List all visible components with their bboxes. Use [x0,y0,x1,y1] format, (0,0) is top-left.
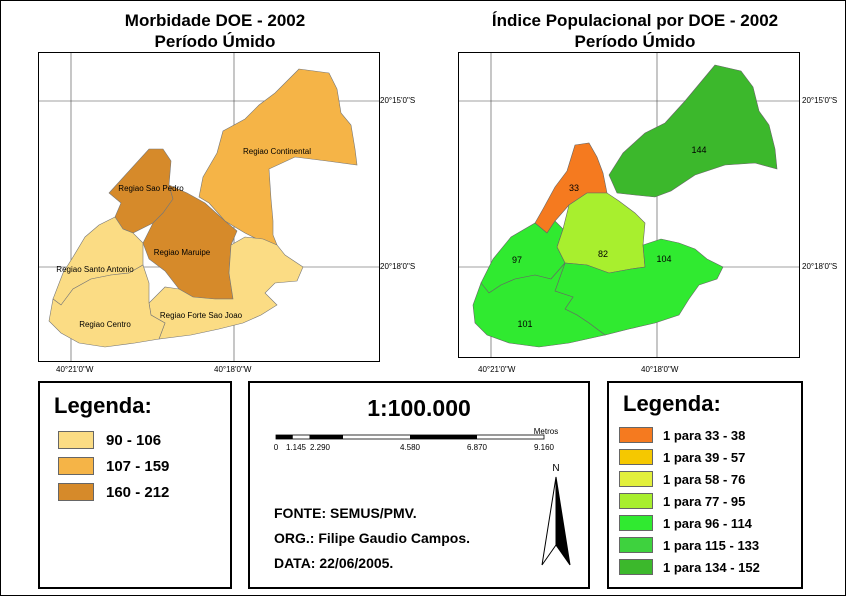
label-sao-pedro: Regiao Sao Pedro [118,184,184,193]
left-legend: Legenda: 90 - 106 107 - 159 160 - 212 [38,381,232,589]
north-label: N [552,463,559,474]
zone-forte-sao-joao [554,238,724,336]
left-lon-right: 40°18'0"W [214,365,252,374]
zone-continental [608,64,778,198]
left-map-title: Morbidade DOE - 2002 Período Úmido [30,10,400,52]
region-centro [48,264,166,348]
right-legend-label: 1 para 115 - 133 [663,537,760,553]
scalebar-tick: 2.290 [310,443,331,452]
label-continental: Regiao Continental [243,147,311,156]
left-map-title-line2: Período Úmido [154,32,276,51]
date-text: DATA: 22/06/2005. [274,555,394,571]
right-legend-swatch [619,559,653,575]
scale-bar: Metros 0 1.145 2.290 4.580 6.870 9.160 [274,427,558,452]
right-legend-item: 1 para 77 - 95 [619,493,745,509]
region-continental [198,68,358,246]
scalebar-tick: 0 [274,443,279,452]
zone-sao-pedro [534,142,608,234]
left-map-svg: Regiao Continental Regiao Sao Pedro Regi… [39,53,379,361]
right-legend-item: 1 para 58 - 76 [619,471,745,487]
value-sao-pedro: 33 [569,183,579,193]
right-legend-swatch [619,449,653,465]
left-legend-item: 90 - 106 [58,431,161,449]
right-legend-swatch [619,471,653,487]
label-santo-antonio: Regiao Santo Antonio [56,265,134,274]
right-legend: Legenda: 1 para 33 - 38 1 para 39 - 57 1… [607,381,803,589]
left-lat-mid: 20°18'0"S [380,262,416,271]
left-legend-item: 160 - 212 [58,483,169,501]
right-legend-item: 1 para 39 - 57 [619,449,745,465]
right-legend-label: 1 para 39 - 57 [663,449,746,465]
north-arrow-icon: N [541,463,571,566]
value-maruipe: 82 [598,249,608,259]
value-continental: 144 [691,145,706,155]
right-legend-title: Legenda: [623,391,721,416]
left-map: Regiao Continental Regiao Sao Pedro Regi… [38,52,380,362]
scalebar-tick: 9.160 [534,443,555,452]
right-lon-right: 40°18'0"W [641,365,679,374]
right-map-title-line1: Índice Populacional por DOE - 2002 [491,11,779,30]
right-legend-swatch [619,515,653,531]
left-legend-item: 107 - 159 [58,457,169,475]
right-lat-mid: 20°18'0"S [802,262,838,271]
source-text: FONTE: SEMUS/PMV. [274,505,417,521]
scalebar-unit: Metros [534,427,558,436]
scalebar-tick: 4.580 [400,443,421,452]
label-centro: Regiao Centro [79,320,131,329]
right-map-title: Índice Populacional por DOE - 2002 Perío… [440,10,830,52]
label-forte-sao-joao: Regiao Forte Sao Joao [160,311,243,320]
left-legend-label: 107 - 159 [106,457,170,475]
right-legend-swatch [619,493,653,509]
left-map-title-line1: Morbidade DOE - 2002 [124,11,306,30]
label-maruipe: Regiao Maruipe [154,248,211,257]
right-legend-item: 1 para 134 - 152 [619,559,760,575]
left-legend-swatch [58,457,94,475]
right-legend-label: 1 para 134 - 152 [663,559,760,575]
value-centro: 101 [517,319,532,329]
value-santo-antonio: 97 [512,255,522,265]
right-legend-item: 1 para 115 - 133 [619,537,759,553]
right-map-svg: 144 33 82 97 104 101 [459,53,799,357]
right-map: 144 33 82 97 104 101 [458,52,800,358]
left-legend-label: 160 - 212 [106,483,170,501]
right-legend-label: 1 para 96 - 114 [663,515,752,531]
right-legend-swatch [619,427,653,443]
right-legend-item: 1 para 96 - 114 [619,515,752,531]
scalebar-tick: 1.145 [286,443,307,452]
map-scale: 1:100.000 [367,395,471,421]
left-lon-left: 40°21'0"W [56,365,94,374]
value-forte-sao-joao: 104 [656,254,671,264]
info-panel: 1:100.000 Metros 0 1.145 2.290 4.580 6.8… [248,381,590,589]
right-lat-top: 20°15'0"S [802,96,838,105]
left-lat-top: 20°15'0"S [380,96,416,105]
zone-maruipe [556,192,646,274]
org-text: ORG.: Filipe Gaudio Campos. [274,530,471,546]
left-legend-swatch [58,431,94,449]
right-map-title-line2: Período Úmido [574,32,696,51]
right-legend-label: 1 para 33 - 38 [663,427,746,443]
right-lon-left: 40°21'0"W [478,365,516,374]
scalebar-tick: 6.870 [467,443,488,452]
right-legend-item: 1 para 33 - 38 [619,427,745,443]
right-legend-label: 1 para 77 - 95 [663,493,746,509]
right-legend-swatch [619,537,653,553]
region-forte-sao-joao [148,236,304,340]
zone-centro [472,262,606,348]
left-legend-swatch [58,483,94,501]
right-legend-label: 1 para 58 - 76 [663,471,746,487]
left-legend-title: Legenda: [54,393,152,418]
left-legend-label: 90 - 106 [106,431,162,449]
